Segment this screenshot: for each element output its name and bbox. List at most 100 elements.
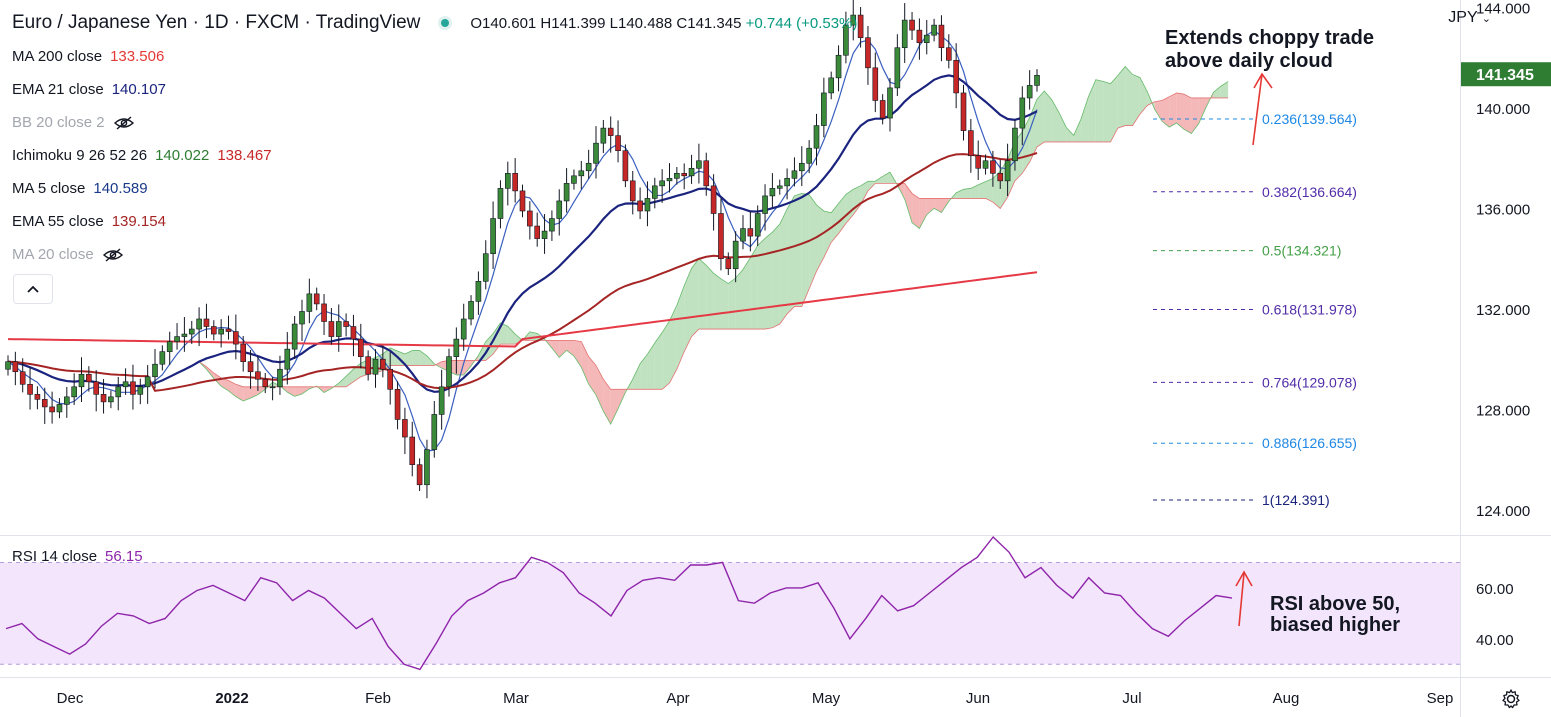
candle-up (931, 24, 937, 36)
candle-up (769, 188, 776, 197)
cloud-segment (581, 341, 589, 385)
cloud-segment (404, 350, 413, 366)
candle-down (512, 173, 518, 192)
cloud-segment (243, 386, 251, 401)
candle-up (923, 34, 930, 43)
candle-down (19, 371, 26, 385)
candle-up (453, 338, 460, 357)
fib-label: 0.618(131.978) (1262, 301, 1357, 317)
indicator-list: MA 200 close 133.506 EMA 21 close 140.107 BB… (12, 40, 857, 271)
cloud-segment (294, 386, 302, 397)
candle-up (798, 162, 805, 172)
indicator-row[interactable]: MA 20 close (12, 238, 857, 271)
cloud-segment (669, 305, 677, 384)
candle-up (835, 54, 842, 79)
legend: Euro / Japanese Yen · 1D · FXCM · Tradin… (12, 6, 857, 271)
time-tick: Feb (365, 690, 391, 707)
candle-down (916, 29, 923, 43)
ohlc-change: +0.744 (+0.53%) (745, 14, 858, 32)
fib-label: 0.886(126.655) (1262, 435, 1357, 451)
candle-up (497, 188, 504, 219)
candle-down (725, 258, 732, 270)
candle-down (313, 293, 320, 305)
candle-down (519, 190, 526, 212)
time-tick: Sep (1427, 690, 1454, 707)
indicator-row[interactable]: MA 200 close 133.506 (12, 40, 857, 73)
cloud-segment (1213, 86, 1221, 98)
candle-up (651, 185, 658, 199)
indicator-row[interactable]: EMA 55 close 139.154 (12, 205, 857, 238)
candle-up (122, 381, 129, 388)
price-tick: 136.000 (1476, 201, 1530, 218)
candle-up (776, 185, 783, 189)
candle-up (490, 218, 496, 254)
time-tick: Jun (966, 690, 990, 707)
indicator-name: EMA 55 close (12, 213, 104, 230)
indicator-row[interactable]: BB 20 close 2 (12, 106, 857, 139)
hidden-eye-icon[interactable] (113, 115, 135, 131)
candle-up (894, 47, 901, 89)
candle-down (100, 394, 107, 403)
gear-icon[interactable] (1499, 687, 1523, 711)
candle-down (975, 155, 982, 169)
candle-down (240, 343, 246, 362)
rsi-line-path (5, 535, 1233, 671)
currency-selector[interactable]: JPY ⌄ (1448, 9, 1491, 27)
fib-label: 0.236(139.564) (1262, 111, 1357, 127)
cloud-segment (684, 268, 692, 352)
cloud-segment (801, 193, 810, 307)
candle-up (504, 173, 511, 189)
annotation-line: RSI above 50, (1270, 593, 1400, 615)
rsi-line (5, 535, 1233, 671)
time-tick: Mar (503, 690, 529, 707)
candle-up (335, 321, 342, 337)
cloud-segment (1176, 92, 1184, 130)
candle-up (196, 318, 202, 330)
time-tick: Apr (666, 690, 689, 707)
symbol-title[interactable]: Euro / Japanese Yen · 1D · FXCM · Tradin… (12, 12, 421, 33)
candle-up (843, 24, 849, 56)
candle-up (1004, 160, 1011, 182)
rsi-legend[interactable]: RSI 14 close 56.15 (12, 548, 143, 565)
indicator-row[interactable]: EMA 21 close 140.107 (12, 73, 857, 106)
candle-up (56, 404, 63, 413)
cloud-segment (1073, 118, 1082, 142)
candle-up (159, 351, 166, 365)
cloud-segment (963, 188, 971, 199)
annotation-arrowhead (1253, 72, 1273, 89)
candle-up (475, 281, 482, 302)
candle-down (350, 326, 357, 340)
price-tick: 132.000 (1476, 302, 1530, 319)
candle-down (865, 37, 871, 69)
candle-up (1026, 85, 1033, 99)
candle-up (578, 170, 585, 177)
time-tick: 2022 (215, 690, 248, 707)
cloud-segment (257, 386, 266, 395)
symbol-title-row[interactable]: Euro / Japanese Yen · 1D · FXCM · Tradin… (12, 6, 857, 40)
candle-down (380, 358, 386, 370)
candle-down (211, 326, 217, 335)
fib-label: 0.764(129.078) (1262, 374, 1357, 390)
indicator-value: 138.467 (217, 147, 272, 164)
cloud-segment (956, 189, 964, 199)
indicator-row[interactable]: MA 5 close 140.589 (12, 172, 857, 205)
hidden-eye-icon[interactable] (102, 247, 124, 263)
cloud-segment (1022, 117, 1030, 174)
cloud-segment (1125, 66, 1133, 126)
candle-up (108, 396, 114, 403)
indicator-name: MA 5 close (12, 180, 86, 197)
fib-levels: 0.236(139.564) 0.382(136.664) 0.5(134.321)… (1153, 111, 1357, 508)
cloud-segment (860, 181, 868, 205)
collapse-legend-button[interactable] (13, 274, 53, 304)
time-tick: Dec (57, 690, 84, 707)
candle-down (394, 389, 401, 420)
cloud-segment (1095, 79, 1104, 142)
price-tick: 124.000 (1476, 503, 1530, 520)
cloud-segment (1169, 92, 1177, 128)
indicator-name: EMA 21 close (12, 81, 104, 98)
candle-down (747, 228, 754, 237)
fib-label: 0.382(136.664) (1262, 184, 1357, 200)
indicator-row[interactable]: Ichimoku 9 26 52 26 140.022 138.467 (12, 139, 857, 172)
